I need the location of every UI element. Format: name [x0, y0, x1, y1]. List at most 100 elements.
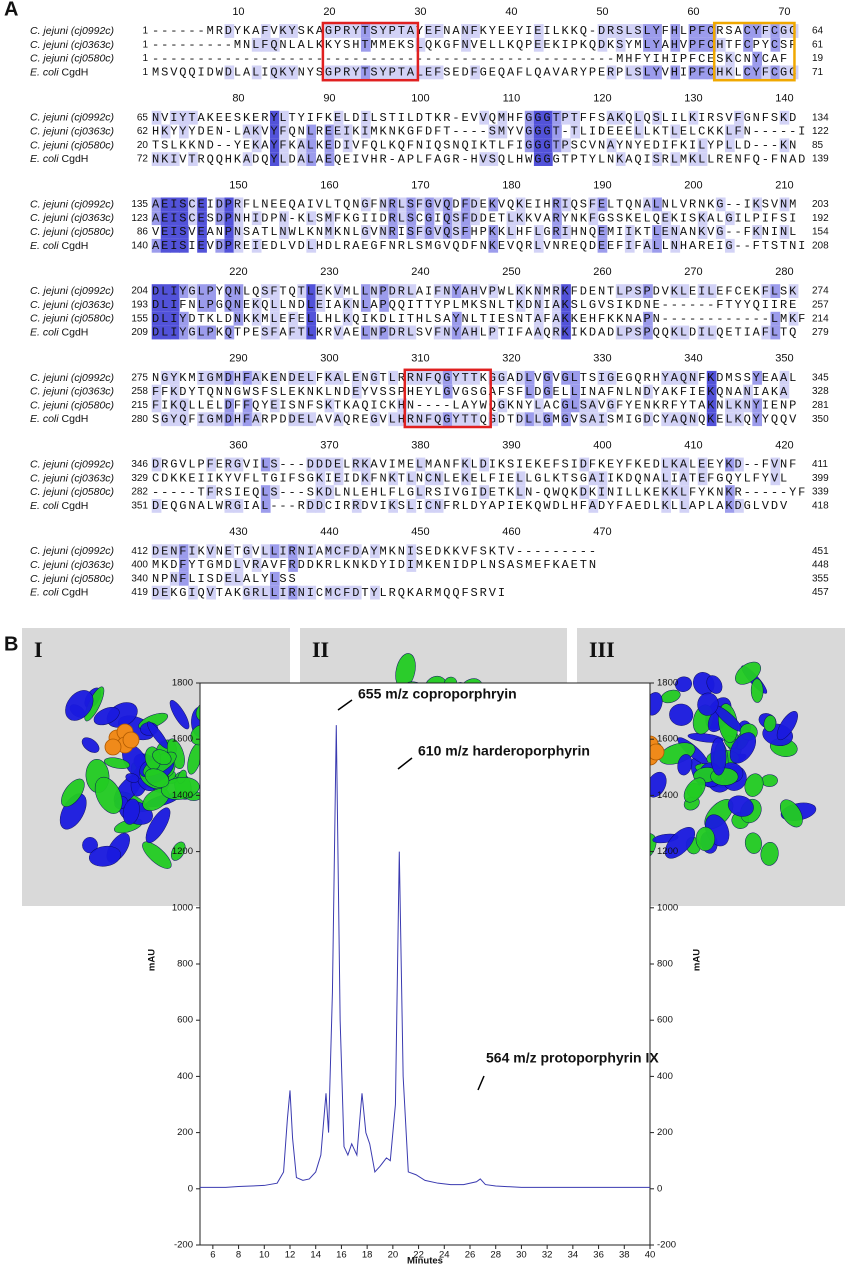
- residue-shade: [725, 457, 735, 472]
- y-tick-label: 400: [177, 1071, 193, 1082]
- residue-shade: [197, 238, 207, 253]
- sequence-name: C. jejuni (cj0580c): [30, 226, 114, 238]
- residue-shade: [643, 325, 653, 340]
- ruler-number: 220: [229, 266, 247, 278]
- residue-shade: [270, 325, 280, 340]
- residue-shade: [406, 558, 417, 572]
- residue-shade: [470, 197, 480, 212]
- residue-shade: [179, 412, 189, 427]
- species: C. jejuni: [30, 299, 69, 311]
- x-tick-label: 10: [259, 1250, 270, 1261]
- residue-shade: [270, 110, 280, 125]
- residue-shade: [688, 110, 699, 125]
- sequence: DLIYGLPYQNLQSFTQTLEKVMLLNPDRLAIFNYAHVPWL…: [152, 284, 798, 298]
- residue-shade: [306, 298, 317, 312]
- sequence-id: (cj0363c): [71, 39, 114, 51]
- end-number: 411: [812, 459, 828, 470]
- end-number: 64: [812, 26, 824, 37]
- residue-shade: [688, 412, 699, 427]
- residue-shade: [215, 370, 226, 385]
- residue-shade: [624, 238, 635, 253]
- ruler-number: 340: [684, 353, 702, 365]
- x-tick-label: 22: [413, 1250, 424, 1261]
- residue-shade: [370, 412, 380, 427]
- ruler-number: 40: [505, 6, 517, 18]
- ruler-number: 90: [323, 93, 335, 105]
- residue-shade: [206, 284, 216, 298]
- residue-shade: [251, 65, 262, 80]
- helix: [706, 675, 723, 694]
- sequence-id: (cj0363c): [71, 299, 114, 311]
- residue-shade: [224, 544, 235, 559]
- residue-shade: [488, 370, 499, 385]
- residue-shade: [379, 24, 389, 38]
- helix: [763, 715, 777, 732]
- residue-shade: [270, 585, 280, 600]
- end-number: 214: [812, 313, 829, 324]
- residue-shade: [634, 284, 644, 298]
- sequence: DENFIKVNETGVLLIRNIAMCFDAYMKNISEDKKVFSKTV…: [152, 544, 598, 558]
- sequence-name: C. jejuni (cj0580c): [30, 399, 114, 411]
- helix: [94, 776, 123, 814]
- residue-shade: [251, 558, 262, 572]
- ruler-number: 60: [687, 6, 699, 18]
- residue-shade: [706, 37, 717, 52]
- residue-shade: [597, 197, 608, 212]
- residue-shade: [643, 384, 653, 399]
- residue-shade: [297, 284, 307, 298]
- sequence-id: (cj0580c): [71, 226, 114, 238]
- residue-shade: [770, 37, 781, 52]
- ruler-number: 80: [232, 93, 244, 105]
- residue-shade: [151, 384, 162, 399]
- residue-shade: [615, 152, 626, 166]
- sequence-id: (cj0580c): [71, 486, 114, 498]
- residue-shade: [188, 211, 198, 226]
- residue-shade: [160, 238, 171, 253]
- helix: [125, 773, 140, 783]
- y2-tick-label: 1200: [657, 846, 678, 857]
- residue-shade: [370, 544, 380, 559]
- residue-shade: [333, 325, 344, 340]
- residue-shade: [570, 110, 580, 125]
- residue-shade: [433, 412, 444, 427]
- species: C. jejuni: [30, 385, 69, 397]
- sequence-id: (cj0363c): [71, 212, 114, 224]
- residue-shade: [515, 284, 526, 298]
- helix: [170, 841, 186, 861]
- residue-shade: [442, 412, 453, 427]
- sequence-name: C. jejuni (cj0580c): [30, 486, 114, 498]
- y2-axis-label: mAU: [692, 949, 703, 971]
- residue-shade: [643, 37, 653, 52]
- residue-shade: [461, 457, 471, 472]
- residue-shade: [169, 370, 180, 385]
- residue-shade: [151, 110, 162, 125]
- residue-shade: [169, 211, 180, 226]
- leader-line: [477, 1075, 485, 1091]
- residue-shade: [470, 65, 480, 80]
- residue-shade: [697, 471, 708, 486]
- residue-shade: [297, 152, 307, 166]
- residue-shade: [488, 197, 499, 212]
- residue-shade: [270, 398, 280, 413]
- residue-shade: [424, 225, 435, 239]
- residue-shade: [661, 225, 671, 239]
- residue-shade: [351, 457, 362, 472]
- residue-shade: [306, 238, 317, 253]
- residue-shade: [270, 284, 280, 298]
- residue-shade: [297, 370, 307, 385]
- residue-shade: [169, 225, 180, 239]
- residue-shade: [615, 110, 626, 125]
- residue-shade: [697, 225, 708, 239]
- sequence-name: C. jejuni (cj0363c): [30, 212, 114, 224]
- sequence-id: CgdH: [62, 240, 89, 252]
- residue-shade: [179, 225, 189, 239]
- residue-shade: [361, 284, 371, 298]
- residue-shade: [160, 211, 171, 226]
- residue-shade: [424, 197, 435, 212]
- residue-shade: [224, 238, 235, 253]
- x-tick-label: 28: [490, 1250, 501, 1261]
- residue-shade: [533, 325, 544, 340]
